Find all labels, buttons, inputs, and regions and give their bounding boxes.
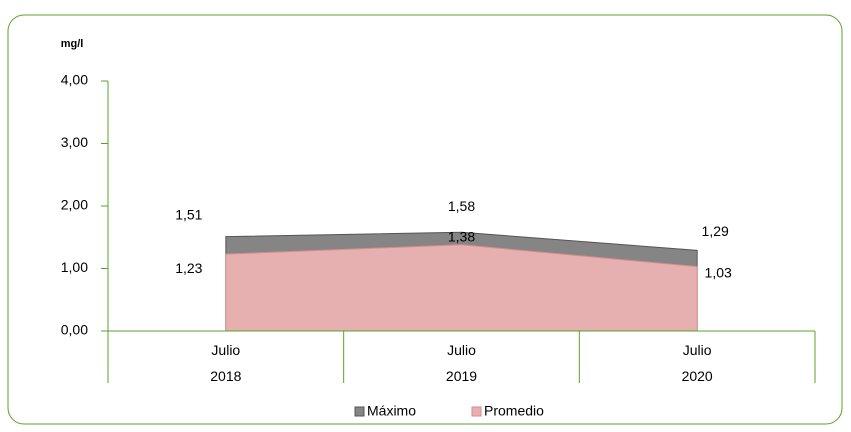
data-label: 1,58 — [448, 198, 475, 214]
data-label: 1,51 — [175, 206, 202, 222]
legend-swatch — [471, 406, 482, 417]
legend-label: Promedio — [484, 403, 544, 419]
data-label: 1,03 — [705, 264, 732, 280]
legend-swatch — [354, 406, 365, 417]
data-label: 1,38 — [448, 228, 475, 244]
x-tick-label: Julio 2019 — [446, 342, 477, 384]
y-tick-label: 1,00 — [61, 259, 88, 275]
y-axis-label: mg/l — [61, 38, 84, 50]
data-label: 1,29 — [702, 223, 729, 239]
chart-frame — [7, 14, 843, 425]
legend-label: Máximo — [367, 403, 416, 419]
y-tick-label: 4,00 — [61, 72, 88, 88]
x-tick-label: Julio 2018 — [210, 342, 241, 384]
y-tick-label: 0,00 — [61, 322, 88, 338]
x-tick-label: Julio 2020 — [682, 342, 713, 384]
y-tick-label: 3,00 — [61, 134, 88, 150]
y-tick-label: 2,00 — [61, 197, 88, 213]
data-label: 1,23 — [175, 260, 202, 276]
